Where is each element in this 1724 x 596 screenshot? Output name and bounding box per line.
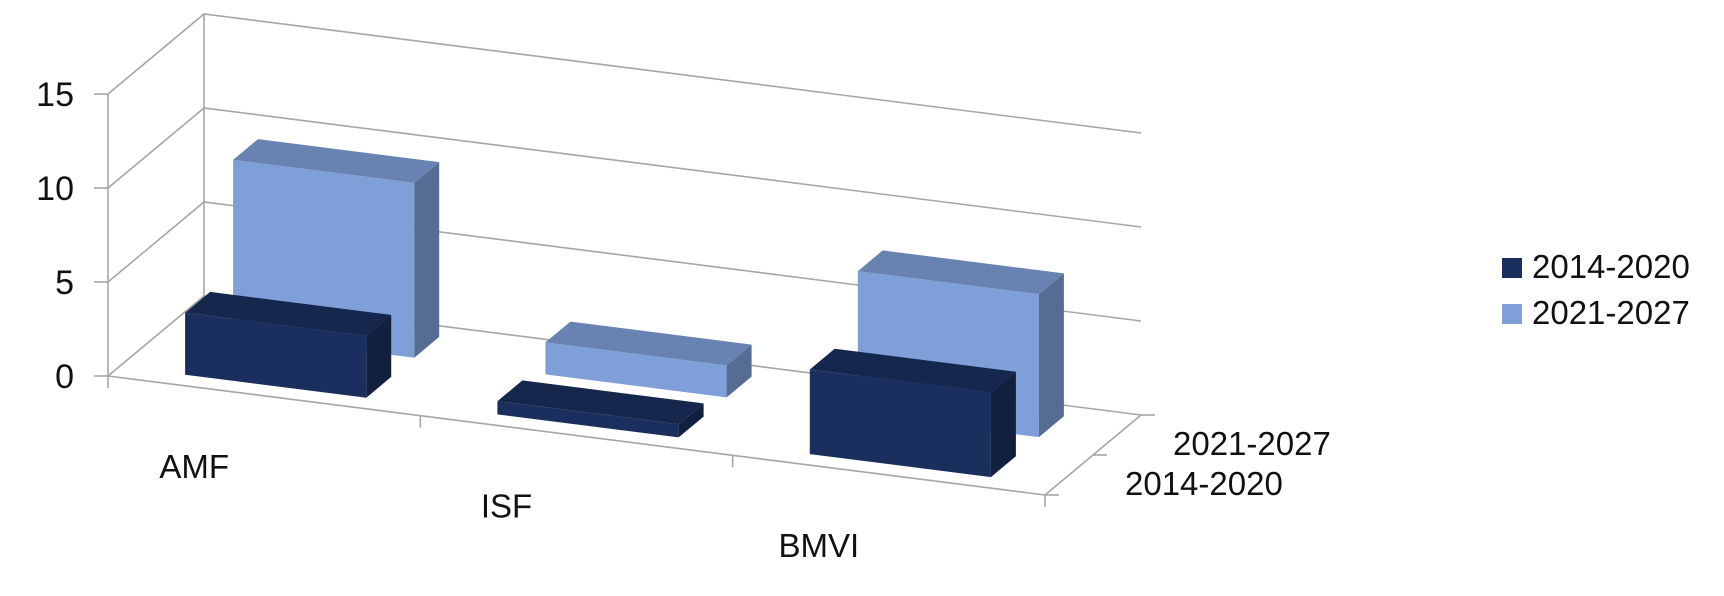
x-axis-line	[107, 375, 1046, 496]
y-tick-label: 0	[55, 358, 74, 396]
bar-top-face	[857, 250, 1064, 295]
chart-walls	[94, 13, 1155, 507]
depth-tick-label: 2014-2020	[1125, 465, 1283, 502]
bar-side-face	[366, 314, 392, 398]
gridline	[107, 201, 1142, 322]
bar	[545, 321, 752, 398]
bar-side-face	[678, 403, 704, 438]
legend: 2014-2020 2021-2027	[1502, 248, 1690, 331]
x-tick-label: BMVI	[778, 527, 859, 564]
legend-label: 2014-2020	[1532, 248, 1690, 285]
bar-side-face	[990, 371, 1016, 478]
bar-top-face	[185, 291, 392, 336]
x-tick-label: ISF	[481, 488, 532, 525]
bar-top-face	[545, 321, 752, 366]
y-tick-label: 10	[36, 170, 74, 208]
gridline	[107, 13, 1142, 134]
x-tick-label: AMF	[159, 448, 229, 485]
bar-front-face	[545, 342, 727, 398]
bar-front-face	[185, 312, 367, 398]
legend-label: 2021-2027	[1532, 294, 1690, 331]
bar-front-face	[497, 401, 679, 438]
bar	[809, 348, 1016, 478]
y-tick-label: 15	[36, 76, 74, 114]
bar-front-face	[809, 369, 991, 478]
legend-swatch	[1502, 304, 1522, 324]
gridline	[107, 107, 1142, 228]
legend-swatch	[1502, 258, 1522, 278]
bar-side-face	[414, 162, 440, 358]
chart-bars	[185, 139, 1064, 478]
legend-item: 2021-2027	[1502, 294, 1690, 331]
bar	[185, 291, 392, 398]
bar-top-face	[809, 348, 1016, 393]
bar-side-face	[726, 344, 752, 398]
legend-item: 2014-2020	[1502, 248, 1690, 285]
y-tick-label: 5	[55, 264, 74, 302]
depth-tick-label: 2021-2027	[1173, 425, 1331, 462]
bar-top-face	[497, 380, 704, 425]
bar-top-face	[233, 139, 440, 183]
bar	[497, 380, 704, 438]
bar-side-face	[1038, 273, 1064, 438]
